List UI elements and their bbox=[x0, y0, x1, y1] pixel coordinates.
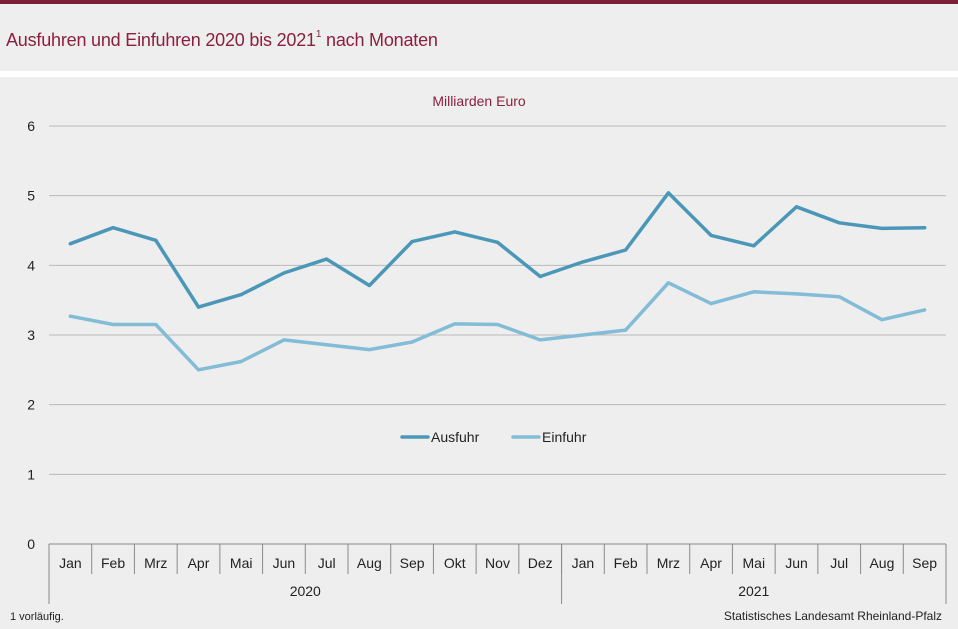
data-point-ausfuhr bbox=[880, 226, 884, 231]
x-tick-label: Jan bbox=[572, 555, 595, 571]
x-tick-label: Sep bbox=[912, 555, 937, 571]
data-point-einfuhr bbox=[111, 322, 115, 327]
data-point-einfuhr bbox=[666, 281, 670, 285]
data-point-ausfuhr bbox=[581, 260, 585, 264]
data-point-einfuhr bbox=[709, 302, 713, 306]
data-point-einfuhr bbox=[453, 322, 457, 326]
data-point-ausfuhr bbox=[624, 248, 628, 252]
x-tick-label: Jun bbox=[785, 555, 808, 571]
data-point-ausfuhr bbox=[154, 238, 158, 242]
x-tick-label: Okt bbox=[444, 555, 466, 571]
x-tick-label: Mai bbox=[230, 555, 253, 571]
x-tick-label: Mrz bbox=[657, 555, 680, 571]
title-footnote-mark: 1 bbox=[315, 29, 322, 40]
top-accent-bar bbox=[0, 0, 958, 4]
y-tick-label: 2 bbox=[27, 397, 35, 413]
data-point-ausfuhr bbox=[495, 240, 500, 244]
data-point-einfuhr bbox=[923, 308, 927, 312]
data-point-ausfuhr bbox=[923, 226, 927, 230]
data-point-einfuhr bbox=[367, 348, 371, 352]
x-tick-label: Jan bbox=[59, 555, 82, 571]
x-tick-label: Aug bbox=[869, 555, 894, 571]
data-point-einfuhr bbox=[495, 322, 500, 327]
x-tick-label: Aug bbox=[357, 555, 382, 571]
series-line-ausfuhr bbox=[68, 191, 927, 309]
legend-label: Einfuhr bbox=[542, 429, 587, 445]
x-tick-label: Sep bbox=[400, 555, 425, 571]
data-point-ausfuhr bbox=[538, 274, 542, 279]
data-point-einfuhr bbox=[239, 359, 243, 364]
data-point-ausfuhr bbox=[410, 240, 414, 244]
y-tick-label: 5 bbox=[27, 188, 35, 204]
header-band: Ausfuhren und Einfuhren 2020 bis 20211 n… bbox=[0, 4, 958, 71]
series-line-einfuhr bbox=[68, 281, 927, 372]
y-tick-label: 6 bbox=[27, 118, 35, 134]
data-point-ausfuhr bbox=[453, 230, 457, 234]
data-point-ausfuhr bbox=[709, 233, 713, 237]
data-point-einfuhr bbox=[624, 328, 628, 332]
x-tick-label: Feb bbox=[101, 555, 125, 571]
x-tick-label: Apr bbox=[700, 555, 722, 571]
chart-panel bbox=[0, 77, 958, 629]
data-point-ausfuhr bbox=[282, 271, 286, 275]
x-tick-label: Dez bbox=[528, 555, 553, 571]
data-point-ausfuhr bbox=[111, 226, 115, 230]
data-point-ausfuhr bbox=[367, 283, 371, 288]
data-point-einfuhr bbox=[282, 338, 286, 342]
data-point-einfuhr bbox=[837, 295, 841, 299]
year-label: 2021 bbox=[738, 583, 769, 599]
data-point-ausfuhr bbox=[196, 305, 201, 309]
x-tick-label: Apr bbox=[188, 555, 210, 571]
data-point-einfuhr bbox=[68, 314, 72, 318]
data-point-ausfuhr bbox=[752, 244, 756, 248]
data-point-einfuhr bbox=[410, 340, 414, 344]
data-point-einfuhr bbox=[794, 292, 799, 296]
data-point-einfuhr bbox=[538, 338, 542, 342]
data-point-einfuhr bbox=[196, 368, 201, 372]
data-point-ausfuhr bbox=[325, 257, 329, 261]
legend-label: Ausfuhr bbox=[431, 429, 480, 445]
title-main: Ausfuhren und Einfuhren 2020 bis 2021 bbox=[6, 30, 316, 50]
source-label: Statistisches Landesamt Rheinland-Pfalz bbox=[723, 609, 942, 623]
x-tick-label: Nov bbox=[485, 555, 510, 571]
y-tick-label: 0 bbox=[27, 536, 35, 552]
x-tick-label: Jun bbox=[273, 555, 296, 571]
x-tick-label: Feb bbox=[614, 555, 638, 571]
data-point-ausfuhr bbox=[68, 242, 72, 246]
footnote: 1 vorläufig. bbox=[10, 611, 64, 623]
data-point-ausfuhr bbox=[239, 292, 243, 297]
data-point-einfuhr bbox=[880, 318, 884, 322]
unit-label: Milliarden Euro bbox=[432, 93, 526, 109]
y-tick-label: 1 bbox=[27, 466, 35, 482]
data-point-einfuhr bbox=[325, 343, 329, 347]
y-tick-label: 4 bbox=[27, 257, 35, 273]
data-point-ausfuhr bbox=[666, 191, 670, 195]
x-tick-label: Jul bbox=[318, 555, 336, 571]
data-point-ausfuhr bbox=[837, 221, 841, 225]
data-point-einfuhr bbox=[752, 290, 756, 294]
year-label: 2020 bbox=[290, 583, 321, 599]
x-tick-label: Mai bbox=[743, 555, 766, 571]
x-tick-label: Mrz bbox=[144, 555, 167, 571]
chart-title: Ausfuhren und Einfuhren 2020 bis 20211 n… bbox=[6, 29, 438, 51]
data-point-ausfuhr bbox=[794, 205, 799, 209]
y-tick-label: 3 bbox=[27, 327, 35, 343]
title-suffix: nach Monaten bbox=[321, 30, 438, 50]
data-point-einfuhr bbox=[154, 322, 158, 327]
x-tick-label: Jul bbox=[830, 555, 848, 571]
data-point-einfuhr bbox=[581, 333, 585, 337]
